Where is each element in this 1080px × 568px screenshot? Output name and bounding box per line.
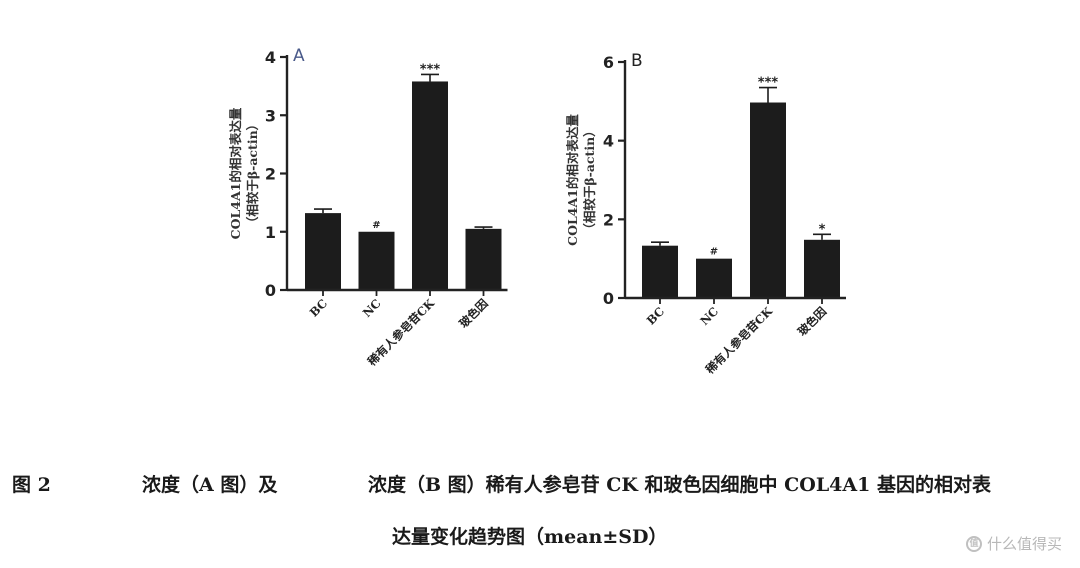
significance-mark-4: * [819,222,826,237]
x-category-label-4: 玻色因 [456,296,490,330]
figure-caption-line2: 达量变化趋势图（mean±SD） [392,526,668,548]
watermark-logo-icon: 值 [965,535,982,552]
y-axis-label-line1: COL4A1的相对表达量 [565,114,580,246]
bar-1 [305,213,341,290]
y-tick-label: 2 [265,165,276,184]
significance-mark-2: # [710,247,718,258]
x-category-label-2: NC [697,304,721,328]
figure-caption-label: 图 2 [12,474,51,496]
y-tick-label: 0 [603,289,614,308]
significance-mark-2: # [372,220,380,231]
y-tick-label: 4 [603,132,614,151]
x-category-label-4: 玻色因 [795,304,829,338]
bar-3 [412,81,448,290]
bar-1 [642,245,678,298]
panel-label: B [631,51,643,71]
figure-caption-part1: 浓度（A 图）及 [142,474,278,496]
y-axis-label-line2: （相较于β-actin） [582,124,597,235]
y-tick-label: 4 [265,48,276,67]
figure-caption-part2: 浓度（B 图）稀有人参皂苷 CK 和玻色因细胞中 COL4A1 基因的相对表 [368,474,991,496]
watermark-text: 什么值得买 [986,535,1062,553]
bar-4 [804,239,840,298]
y-tick-label: 3 [265,106,276,125]
y-tick-label: 1 [265,223,276,242]
y-axis-label-line2: （相较于β-actin） [245,118,260,229]
y-tick-label: 2 [603,210,614,229]
y-tick-label: 0 [265,281,276,300]
bar-3 [750,102,786,298]
bar-2 [358,231,395,290]
y-axis-label-line1: COL4A1的相对表达量 [228,107,243,239]
x-category-label-1: BC [644,304,667,327]
bar-4 [465,228,502,290]
x-category-label-1: BC [307,296,330,319]
watermark: 值 什么值得买 [965,533,1062,554]
panel-label: A [293,46,305,66]
x-category-label-2: NC [360,296,384,320]
bar-2 [696,258,732,298]
y-tick-label: 6 [603,53,614,72]
significance-mark-3: *** [420,62,441,77]
significance-mark-3: *** [758,76,779,91]
